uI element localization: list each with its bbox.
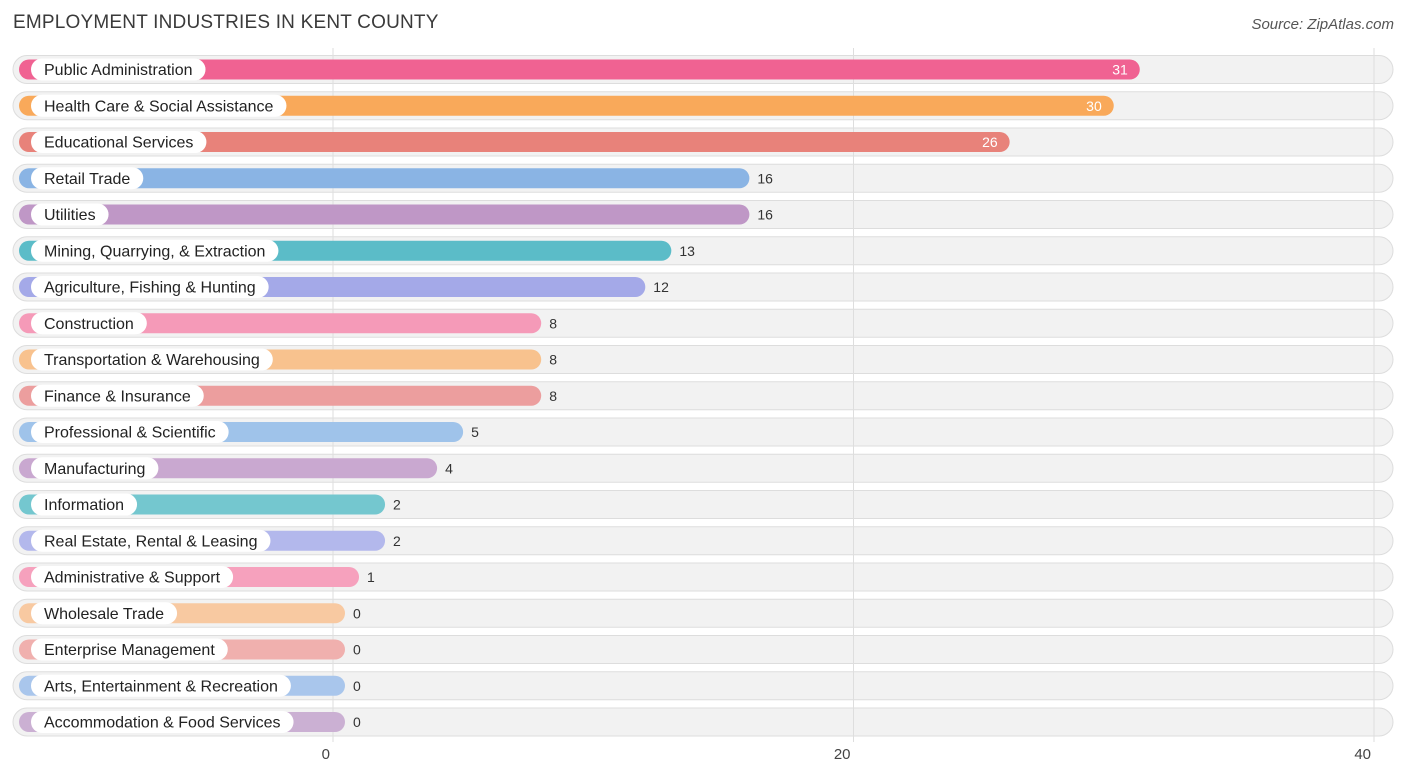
category-label: Finance & Insurance [44, 388, 191, 405]
category-label: Manufacturing [44, 461, 145, 478]
bar-utilities [19, 204, 750, 225]
category-label-pill [31, 348, 273, 371]
bar-group-utilities: Utilities 16 [19, 203, 773, 226]
category-label-pill [31, 276, 269, 298]
category-label-pill [31, 58, 206, 81]
value-label: 30 [1086, 98, 1102, 114]
category-label: Public Administration [44, 62, 193, 79]
bar-group-manufacturing: Manufacturing 4 [19, 457, 453, 480]
value-label: 26 [982, 134, 998, 150]
bar-group-public-administration: Public Administration 31 [19, 58, 1140, 81]
category-label: Mining, Quarrying, & Extraction [44, 243, 265, 260]
bar-construction [19, 313, 542, 334]
category-label: Real Estate, Rental & Leasing [44, 533, 257, 550]
category-label-pill [31, 94, 287, 117]
category-label-pill [31, 602, 178, 625]
category-label: Administrative & Support [44, 570, 221, 587]
category-label: Transportation & Warehousing [44, 352, 260, 369]
value-label: 8 [549, 352, 557, 368]
category-label-pill [31, 421, 229, 443]
category-label: Professional & Scientific [44, 425, 216, 442]
bars: Public Administration 31 Health Care & Soc… [19, 58, 1140, 733]
category-label-pill [31, 711, 294, 733]
category-label-pill [31, 529, 271, 552]
x-axis-ticks: 0 20 40 [322, 746, 1371, 763]
bar-group-transportation-warehousing: Transportation & Warehousing 8 [19, 348, 557, 371]
category-label-pill [31, 239, 279, 262]
bar-group-finance-insurance: Finance & Insurance 8 [19, 384, 557, 407]
category-label: Construction [44, 316, 134, 333]
value-label: 16 [757, 207, 773, 223]
value-label: 2 [393, 497, 401, 513]
bar-group-real-estate-rental-leasing: Real Estate, Rental & Leasing 2 [19, 529, 401, 552]
bar-public-administration [19, 59, 1140, 80]
bar-group-agriculture-fishing-hunting: Agriculture, Fishing & Hunting 12 [19, 276, 669, 298]
category-label: Retail Trade [44, 171, 130, 188]
value-label: 5 [471, 424, 479, 440]
bar-group-mining-quarrying-extraction: Mining, Quarrying, & Extraction 13 [19, 239, 695, 262]
bar-group-arts-entertainment-recreation: Arts, Entertainment & Recreation 0 [19, 674, 361, 697]
category-label-pill [31, 674, 291, 697]
value-label: 0 [353, 642, 361, 658]
category-label-pill [31, 638, 228, 661]
bar-group-educational-services: Educational Services 26 [19, 131, 1010, 153]
value-label: 12 [653, 279, 669, 295]
category-label-pill [31, 312, 147, 335]
row-background [12, 598, 1394, 628]
value-label: 0 [353, 714, 361, 730]
category-label-pill [31, 131, 207, 153]
bar-group-accommodation-food-services: Accommodation & Food Services 0 [19, 711, 361, 733]
bar-health-care-social-assistance [19, 95, 1114, 116]
bar-group-retail-trade: Retail Trade 16 [19, 167, 773, 190]
category-label: Wholesale Trade [44, 606, 164, 623]
bar-group-construction: Construction 8 [19, 312, 557, 335]
value-label: 1 [367, 569, 375, 585]
bar-group-enterprise-management: Enterprise Management 0 [19, 638, 361, 661]
category-label: Accommodation & Food Services [44, 715, 281, 732]
category-label-pill [31, 493, 138, 516]
chart-title: EMPLOYMENT INDUSTRIES IN KENT COUNTY [13, 12, 439, 33]
bar-group-wholesale-trade: Wholesale Trade 0 [19, 602, 361, 625]
category-label-pill [31, 566, 234, 588]
category-label: Utilities [44, 207, 96, 224]
category-label-pill [31, 457, 159, 480]
value-label: 2 [393, 533, 401, 549]
x-tick-label: 20 [834, 746, 851, 763]
row-background [12, 562, 1394, 592]
bar-group-administrative-support: Administrative & Support 1 [19, 566, 375, 588]
bar-educational-services [19, 132, 1010, 152]
category-label: Arts, Entertainment & Recreation [44, 678, 278, 695]
category-label: Educational Services [44, 135, 193, 152]
value-label: 8 [549, 388, 557, 404]
category-label: Agriculture, Fishing & Hunting [44, 280, 256, 297]
value-label: 8 [549, 315, 557, 331]
category-label: Enterprise Management [44, 642, 215, 659]
bar-group-health-care-social-assistance: Health Care & Social Assistance 30 [19, 94, 1114, 117]
value-label: 16 [757, 170, 773, 186]
row-background [12, 671, 1394, 701]
source-credit: Source: ZipAtlas.com [1251, 16, 1394, 33]
category-label-pill [31, 203, 109, 226]
category-label: Information [44, 497, 124, 514]
value-label: 0 [353, 678, 361, 694]
x-tick-label: 40 [1354, 746, 1371, 763]
bar-group-professional-scientific: Professional & Scientific 5 [19, 421, 479, 443]
value-label: 13 [679, 243, 695, 259]
value-label: 0 [353, 605, 361, 621]
bar-retail-trade [19, 168, 750, 189]
value-label: 31 [1112, 62, 1128, 78]
row-background [12, 707, 1394, 737]
value-label: 4 [445, 460, 453, 476]
row-background [12, 635, 1394, 664]
category-label: Health Care & Social Assistance [44, 98, 274, 115]
category-label-pill [31, 167, 144, 190]
x-tick-label: 0 [322, 746, 330, 763]
bar-group-information: Information 2 [19, 493, 401, 516]
category-label-pill [31, 384, 204, 407]
